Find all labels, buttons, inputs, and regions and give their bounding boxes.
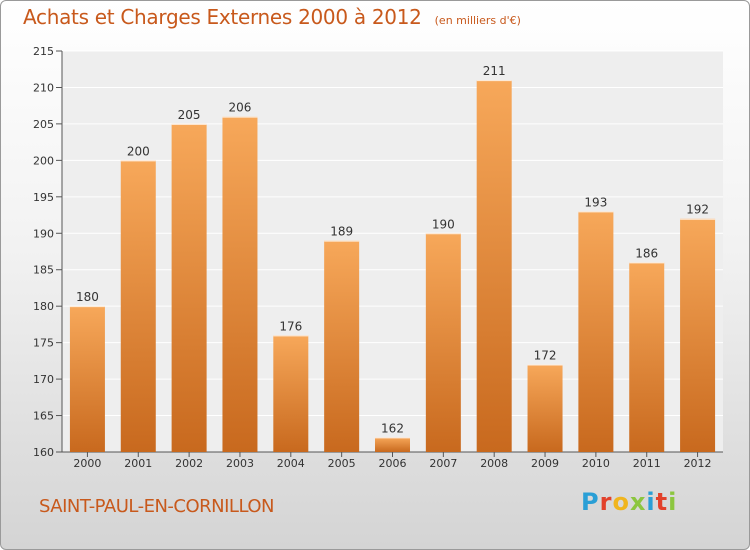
y-tick-label: 180	[33, 300, 54, 313]
data-label: 162	[381, 421, 404, 435]
data-label: 172	[534, 349, 557, 363]
x-tick-label: 2007	[429, 457, 457, 470]
commune-name: SAINT-PAUL-EN-CORNILLON	[39, 496, 274, 517]
x-tick-label: 2012	[684, 457, 712, 470]
y-tick-label: 185	[33, 264, 54, 277]
x-tick-label: 2010	[582, 457, 610, 470]
data-label: 180	[76, 290, 99, 304]
logo-letter: o	[612, 488, 630, 516]
y-tick-label: 175	[33, 337, 54, 350]
logo-letter: i	[646, 488, 656, 516]
bar	[680, 218, 716, 452]
proxiti-logo: Proxiti	[581, 488, 677, 516]
x-tick-label: 2003	[226, 457, 254, 470]
x-tick-label: 2001	[124, 457, 152, 470]
bar	[425, 233, 461, 452]
x-tick-label: 2000	[73, 457, 101, 470]
data-label: 176	[279, 319, 302, 333]
x-tick-label: 2011	[633, 457, 661, 470]
bar	[120, 160, 156, 452]
data-label: 186	[635, 246, 658, 260]
logo-letter: i	[668, 488, 678, 516]
title-row: Achats et Charges Externes 2000 à 2012 (…	[23, 5, 521, 29]
data-label: 193	[584, 195, 607, 209]
x-tick-label: 2009	[531, 457, 559, 470]
y-tick-label: 170	[33, 373, 54, 386]
bar	[171, 123, 207, 452]
x-tick-label: 2008	[480, 457, 508, 470]
data-label: 192	[686, 203, 709, 217]
data-label: 211	[483, 64, 506, 78]
logo-letter: P	[581, 488, 600, 516]
bar	[476, 80, 512, 452]
chart-title: Achats et Charges Externes 2000 à 2012	[23, 5, 422, 29]
data-label: 189	[330, 225, 353, 239]
x-tick-label: 2005	[328, 457, 356, 470]
x-tick-label: 2004	[277, 457, 305, 470]
y-tick-label: 165	[33, 410, 54, 423]
data-label: 190	[432, 217, 455, 231]
data-label: 206	[229, 101, 252, 115]
y-tick-label: 160	[33, 446, 54, 459]
bar	[273, 335, 309, 452]
bar	[375, 437, 410, 452]
data-label: 200	[127, 144, 150, 158]
bar	[629, 262, 665, 452]
chart-subtitle: (en milliers d'€)	[434, 14, 521, 27]
y-tick-label: 200	[33, 154, 54, 167]
y-tick-label: 215	[33, 45, 54, 58]
bar	[578, 211, 614, 452]
y-tick-label: 195	[33, 191, 54, 204]
logo-letter: t	[655, 488, 669, 516]
y-tick-label: 190	[33, 227, 54, 240]
data-label: 205	[178, 108, 201, 122]
plot-area	[62, 51, 723, 452]
y-tick-label: 210	[33, 81, 54, 94]
bar	[222, 116, 258, 453]
bar	[527, 364, 563, 452]
bar	[69, 306, 105, 452]
logo-letter: x	[629, 488, 647, 516]
y-tick-label: 205	[33, 118, 54, 131]
x-tick-label: 2006	[379, 457, 407, 470]
x-tick-label: 2002	[175, 457, 203, 470]
bar	[324, 240, 360, 452]
logo-letter: r	[599, 488, 613, 516]
